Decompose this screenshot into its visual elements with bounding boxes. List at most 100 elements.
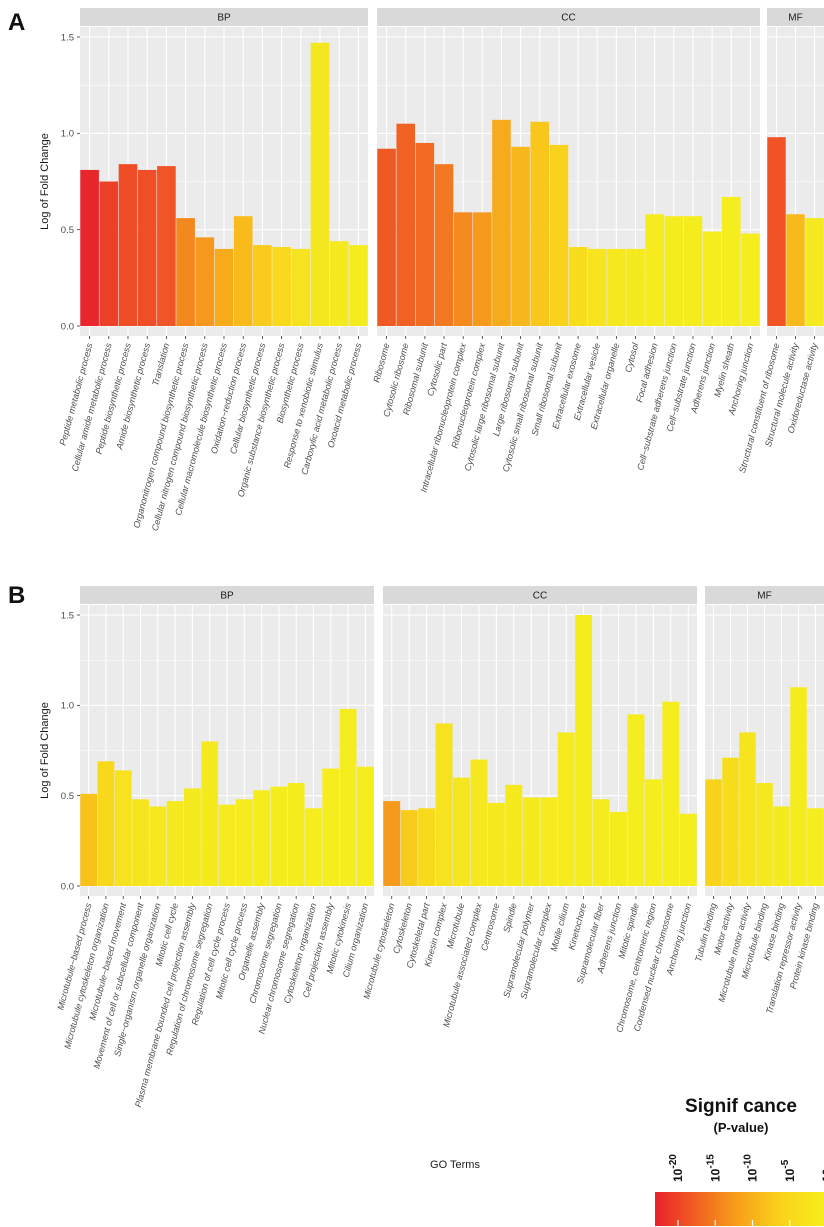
significance-legend: Signif cance (P-value) 10-2010-1510-1010… — [655, 1096, 824, 1226]
bar-mitotic-cell-cycle — [166, 801, 184, 886]
bar-microtubule — [453, 777, 470, 886]
bar-amide-biosynthetic-process — [137, 169, 157, 326]
panel-label-b: B — [8, 582, 25, 609]
bar-anchoring-junction — [741, 233, 760, 326]
y-tick-label: 1.5 — [61, 32, 74, 43]
bar-cytosol — [626, 248, 645, 326]
facet-strip — [383, 586, 697, 604]
bar-cellular-biosynthetic-process — [253, 245, 272, 326]
panel-a-chart: Log of Fold Change 0.0 0.5 1.0 1.5BPPeptide … — [39, 8, 824, 532]
x-tick-label: Translation — [150, 342, 171, 387]
bar-mitotic-cell-cycle-process — [235, 799, 253, 886]
bar-cytoskeletal-part — [418, 808, 436, 886]
bar-microtubule-based-process — [80, 793, 98, 886]
facet-strip — [377, 8, 760, 26]
facet-strip-label: CC — [533, 591, 547, 602]
bar-biosynthetic-process — [291, 248, 311, 326]
bar-plasma-membrane-bounded-cell-projection-assembly — [184, 788, 201, 886]
bar-kinetochore — [575, 615, 593, 886]
bar-cellular-macromolecule-biosynthetic-process — [214, 248, 234, 326]
bar-microtubule-cytoskeleton — [383, 801, 401, 886]
bar-kinase-binding — [773, 806, 790, 886]
y-tick-label: 0.0 — [61, 321, 74, 332]
bar-ribosome — [377, 148, 396, 326]
bar-cell-substrate-junction — [683, 216, 703, 326]
bar-organonitrogen-compound-biosynthetic-process — [176, 218, 195, 326]
bar-adherens-junction — [610, 811, 627, 886]
bar-microtubule-motor-activity — [739, 732, 756, 886]
bar-response-to-xenobiotic-stimulus — [310, 42, 330, 326]
legend-tick-exponent: -5 — [780, 1159, 791, 1168]
bar-regulation-of-chromosome-segregation — [201, 741, 219, 886]
bar-mitotic-cytokinesis — [339, 708, 357, 886]
legend-tick-exponent: -20 — [668, 1154, 679, 1169]
y-tick-label: 0.5 — [61, 225, 74, 236]
bar-peptide-biosynthetic-process — [118, 164, 138, 326]
bar-extracellular-organelle — [607, 248, 626, 326]
bar-centrosome — [487, 802, 505, 886]
bar-cell-substrate-adherens-junction — [664, 216, 684, 326]
bar-single-organism-organelle-organization — [149, 806, 167, 886]
bar-kinesin-complex — [435, 723, 453, 886]
bar-condensed-nuclear-chromosome — [662, 701, 680, 886]
bar-extracellular-vesicle — [587, 248, 607, 326]
facet-strip-label: MF — [788, 13, 802, 24]
bar-nuclear-chromosome-segregation — [287, 783, 305, 886]
panel-b-chart: Log of Fold Change0.00.51.01.5BPMicrotub… — [39, 586, 824, 1108]
bar-microtubule-associated-complex — [470, 759, 488, 886]
bar-cytosolic-small-ribosomal-subunit — [530, 121, 550, 326]
bar-organelle-assembly — [253, 790, 270, 886]
bar-microtubule-cytoskeleton-organization — [97, 761, 115, 886]
x-tick-label: Cytosol — [623, 341, 641, 374]
bar-supramolecular-polymer — [522, 797, 540, 886]
bar-motile-cilium — [557, 732, 575, 886]
legend-tick-label: 10-20 — [668, 1154, 685, 1182]
legend-tick-exponent: -10 — [743, 1154, 754, 1169]
facet-strip-label: MF — [757, 591, 771, 602]
facet-strip-label: BP — [217, 13, 231, 24]
y-tick-label: 1.0 — [61, 701, 74, 712]
x-tick-label: Ribosome — [371, 342, 391, 384]
bar-oxoacid-metabolic-process — [349, 245, 368, 326]
bar-cytoskeleton — [400, 810, 418, 886]
legend-tick-labels: 10-20 10-15 10-10 10-5 10 — [668, 1154, 824, 1182]
bar-peptide-metabolic-process — [80, 169, 99, 326]
legend-tick-label: 10-10 — [743, 1154, 760, 1182]
x-axis-title: GO Terms — [430, 1159, 480, 1171]
y-tick-label: 1.0 — [61, 129, 74, 140]
bar-oxidation-reduction-process — [233, 216, 253, 326]
legend-tick-label: 10-5 — [780, 1159, 797, 1182]
bar-focal-adhesion — [645, 214, 664, 326]
bar-cell-projection-assembly — [322, 768, 340, 886]
bar-carboxylic-acid-metabolic-process — [329, 241, 349, 326]
bar-oxidoreductase-activity — [805, 218, 824, 326]
x-tick-label: Microtubule associated complex — [441, 901, 484, 1028]
x-tick-label: Spindle — [501, 902, 518, 934]
bar-chromosome-centromeric-region — [644, 779, 662, 886]
bar-mitotic-spindle — [627, 714, 645, 886]
bar-cilium-organization — [356, 766, 374, 886]
bar-cytosolic-large-ribosomal-subunit — [492, 119, 511, 326]
bar-protein-kinase-binding — [807, 808, 824, 886]
bar-small-ribosomal-subunit — [549, 144, 569, 326]
bar-chromosome-segregation — [270, 786, 288, 886]
bar-intracellular-ribonucleoprotein-complex — [453, 212, 473, 326]
legend-tick-marks — [677, 1220, 791, 1226]
bar-large-ribosomal-subunit — [511, 146, 530, 326]
bar-translation-repressor-activity — [790, 687, 807, 886]
bar-tubulin-binding — [705, 779, 722, 886]
bar-microtubule-based-movement — [114, 770, 132, 886]
y-axis-title: Log of Fold Change — [39, 133, 51, 230]
legend-tick-exponent: -15 — [705, 1154, 716, 1169]
bar-supramolecular-complex — [540, 797, 558, 886]
bar-structural-molecule-activity — [786, 214, 805, 326]
bar-cytoskeleton-organization — [305, 808, 322, 886]
bar-ribonucleoprotein-complex — [473, 212, 492, 326]
legend-colorbar — [655, 1192, 824, 1226]
